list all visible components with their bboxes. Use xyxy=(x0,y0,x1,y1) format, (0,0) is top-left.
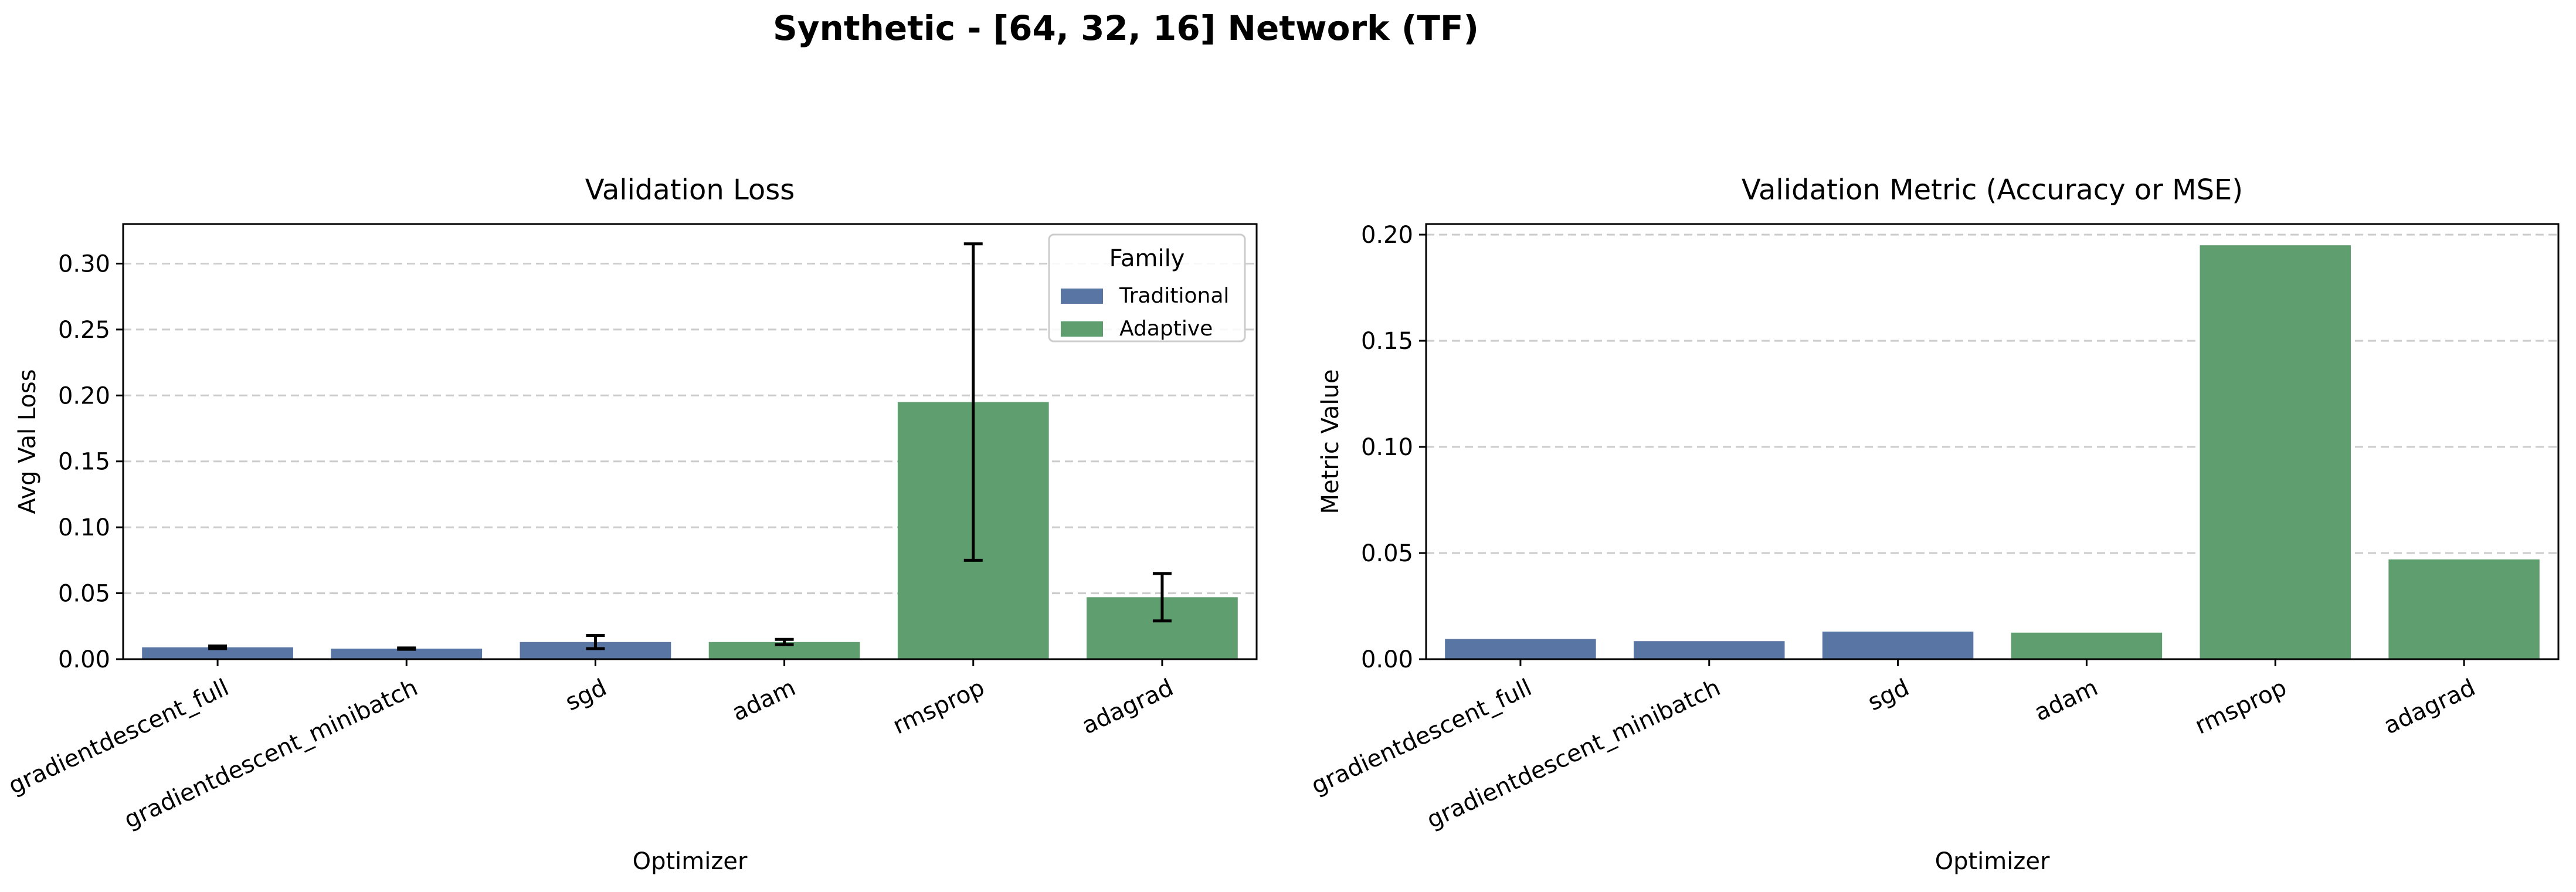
legend-label-adaptive: Adaptive xyxy=(1119,317,1213,341)
y-tick-label: 0.30 xyxy=(58,250,110,277)
legend-box xyxy=(1048,233,1246,342)
y-tick-label: 0.00 xyxy=(58,646,110,673)
legend: Family Traditional Adaptive xyxy=(1048,233,1246,342)
y-tick-label: 0.15 xyxy=(58,449,110,476)
error-bar-gradientdescent_minibatch xyxy=(397,646,416,651)
figure-suptitle: Synthetic - [64, 32, 16] Network (TF) xyxy=(773,8,1479,48)
legend-title: Family xyxy=(1109,245,1185,272)
error-bar-gradientdescent_full xyxy=(208,645,228,650)
y-tick-label: 0.10 xyxy=(1361,434,1413,461)
bar-adagrad xyxy=(2388,559,2540,659)
subplot-title: Validation Metric (Accuracy or MSE) xyxy=(1742,174,2243,206)
y-axis-label: Metric Value xyxy=(1317,369,1344,514)
legend-label-traditional: Traditional xyxy=(1119,284,1229,308)
error-bar-sgd xyxy=(586,634,605,650)
y-tick-label: 0.20 xyxy=(1361,222,1413,249)
y-tick-label: 0.05 xyxy=(1361,540,1413,567)
y-tick-label: 0.20 xyxy=(58,382,110,409)
y-tick-label: 0.15 xyxy=(1361,328,1413,355)
axes-frame xyxy=(1425,223,2560,660)
x-axis-label: Optimizer xyxy=(1935,848,2050,875)
bar-adam xyxy=(2011,632,2163,659)
error-bar-adam xyxy=(775,637,794,646)
y-tick-label: 0.10 xyxy=(58,514,110,541)
legend-swatch-adaptive xyxy=(1061,321,1103,337)
bar-gradientdescent_full xyxy=(1445,639,1596,659)
bar-gradientdescent_minibatch xyxy=(1634,641,1785,659)
bar-gradientdescent_minibatch xyxy=(331,649,483,659)
legend-swatch-traditional xyxy=(1061,289,1103,304)
error-bar-adagrad xyxy=(1152,572,1172,623)
subplot-title: Validation Loss xyxy=(585,174,795,206)
bar-sgd xyxy=(1822,631,1974,659)
y-tick-label: 0.05 xyxy=(58,581,110,608)
axes-frame xyxy=(122,223,1258,660)
error-bar-rmsprop xyxy=(963,242,983,562)
bar-rmsprop xyxy=(2200,245,2351,659)
y-tick-label: 0.00 xyxy=(1361,646,1413,673)
y-tick-label: 0.25 xyxy=(58,317,110,344)
x-axis-label: Optimizer xyxy=(633,848,748,875)
y-axis-label: Avg Val Loss xyxy=(14,369,41,514)
bar-gradientdescent_full xyxy=(142,647,293,659)
